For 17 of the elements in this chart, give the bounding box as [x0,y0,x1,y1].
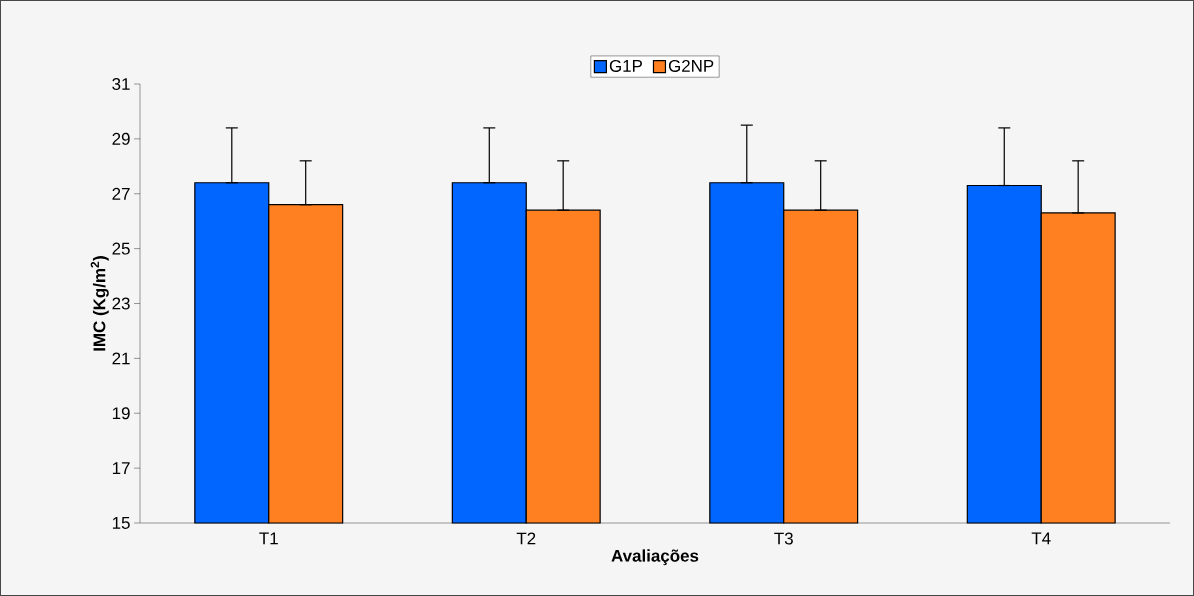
y-tick-label: 25 [112,242,130,255]
legend-label: G2NP [668,59,714,72]
y-tick-label: 23 [112,297,130,310]
y-tick-label: 21 [112,352,130,365]
x-axis-title: Avaliações [611,549,699,566]
legend-label: G1P [609,59,642,72]
x-tick-label: T4 [1031,532,1051,545]
y-tick-label: 15 [112,517,130,529]
x-tick-label: T2 [516,532,536,545]
x-tick-label: T3 [774,532,793,545]
y-tick-label: 17 [112,462,130,474]
y-tick-label: 19 [112,407,130,420]
y-tick-label: 29 [112,132,130,145]
y-axis-title: IMC (Kg/m$^{2}$) [90,256,109,351]
y-tick-label: 31 [112,78,130,90]
x-tick-label: T1 [259,532,278,545]
y-tick-label: 27 [112,187,130,200]
